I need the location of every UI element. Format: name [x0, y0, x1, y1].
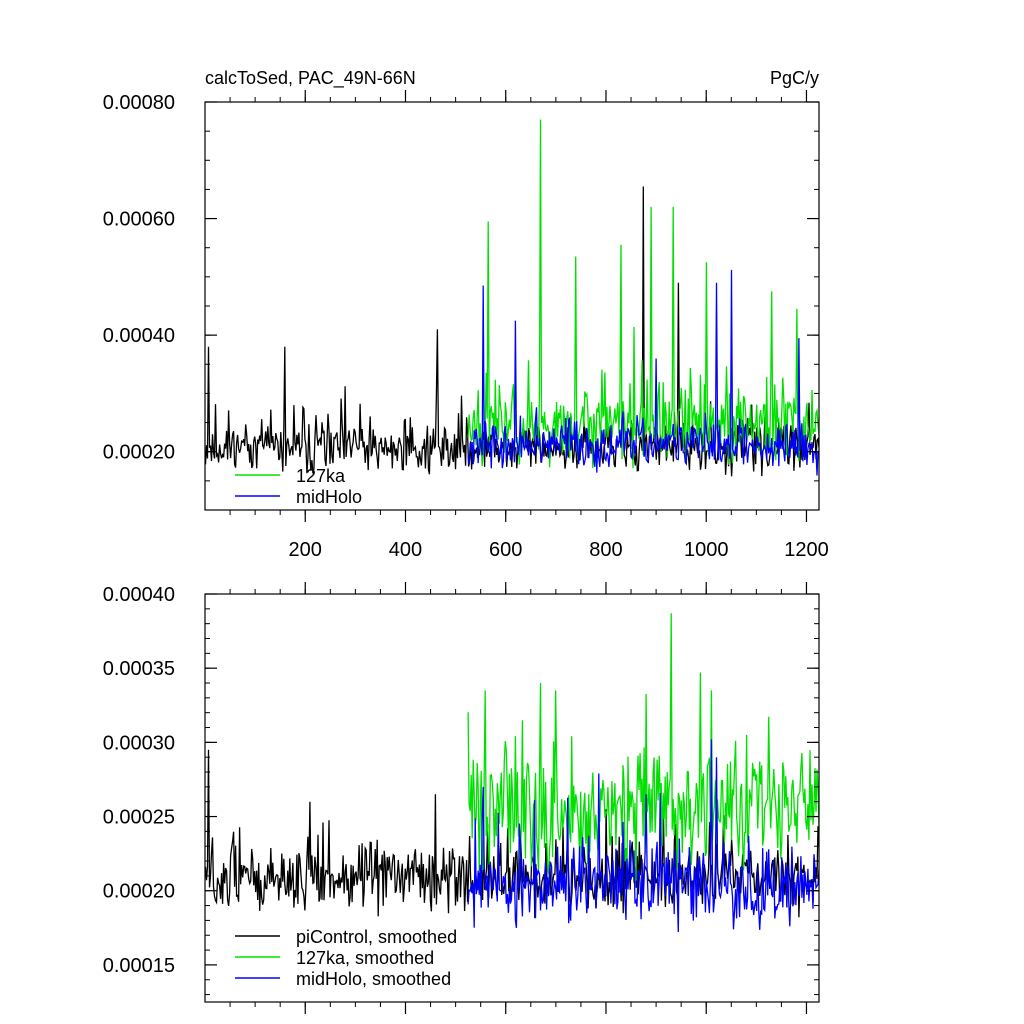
y-tick-label: 0.00035 [103, 658, 175, 680]
x-tick-label: 1200 [784, 539, 829, 561]
y-tick-label: 0.00080 [103, 92, 175, 114]
series-line-midholo-smoothed [467, 739, 819, 933]
legend-label: piControl, smoothed [296, 927, 457, 947]
y-tick-label: 0.00020 [103, 442, 175, 464]
y-tick-label: 0.00040 [103, 584, 175, 606]
x-tick-label: 600 [489, 539, 522, 561]
series-line-picontrol [205, 186, 819, 477]
chart-title: calcToSed, PAC_49N-66N [205, 68, 416, 89]
series-line-midholo [467, 269, 819, 476]
legend-label: midHolo, smoothed [296, 969, 451, 989]
x-tick-label: 800 [589, 539, 622, 561]
bottom-panel-tick-labels: 0.00015 0.00020 0.00025 0.00030 0.00035 0.000… [103, 584, 175, 977]
y-tick-label: 0.00015 [103, 955, 175, 977]
y-tick-label: 0.00025 [103, 807, 175, 829]
y-tick-label: 0.00020 [103, 881, 175, 903]
bottom-panel-frame [204, 593, 820, 1003]
bottom-panel: 0.00015 0.00020 0.00025 0.00030 0.00035 0.000… [103, 582, 820, 1014]
series-line-127ka-smoothed [467, 613, 819, 881]
chart-units: PgC/y [770, 68, 819, 88]
y-tick-label: 0.00060 [103, 209, 175, 231]
bottom-panel-series [205, 613, 819, 933]
y-tick-label: 0.00040 [103, 325, 175, 347]
x-tick-label: 200 [289, 539, 322, 561]
legend-label: 127ka [296, 466, 346, 486]
legend-label: 127ka, smoothed [296, 948, 434, 968]
top-panel-ticks [205, 90, 819, 522]
top-panel-tick-labels: 200 400 600 800 1000 1200 0.00020 0.00040 0.0006… [103, 92, 829, 561]
legend-label: midHolo [296, 487, 362, 507]
top-panel-series [205, 119, 819, 477]
y-tick-label: 0.00030 [103, 732, 175, 754]
top-panel: 200 400 600 800 1000 1200 0.00020 0.00040 0.0006… [103, 90, 829, 561]
x-tick-label: 1000 [684, 539, 729, 561]
x-tick-label: 400 [389, 539, 422, 561]
top-panel-frame [204, 101, 820, 511]
